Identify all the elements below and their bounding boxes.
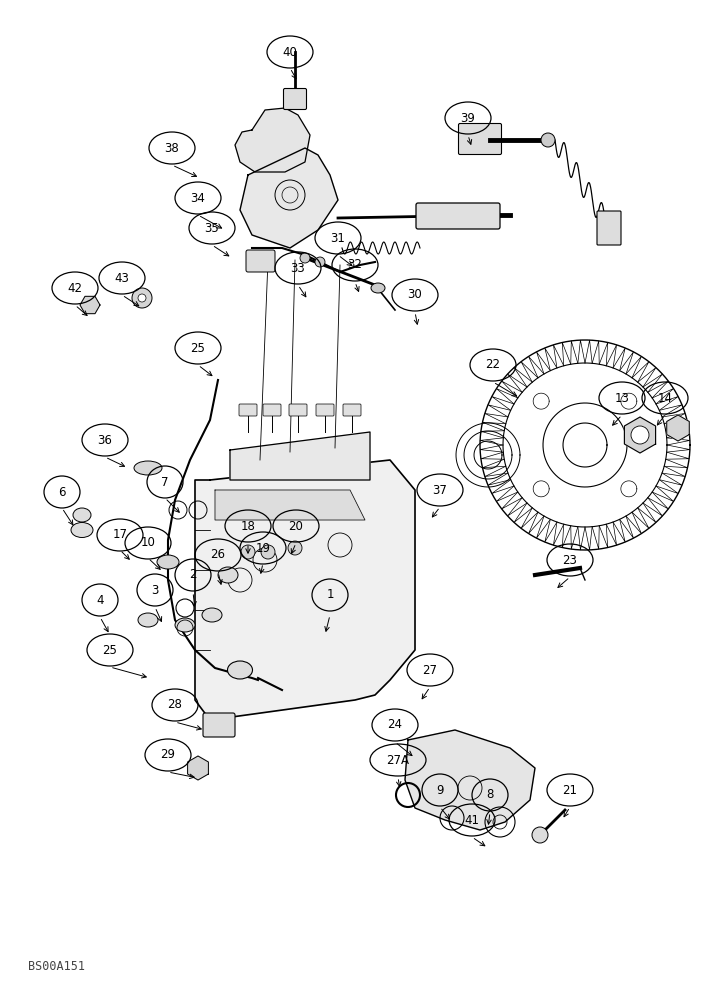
Ellipse shape — [175, 618, 195, 632]
Text: 37: 37 — [433, 484, 447, 496]
FancyBboxPatch shape — [416, 203, 500, 229]
Text: 8: 8 — [486, 788, 493, 802]
Text: 30: 30 — [408, 288, 423, 302]
Text: 10: 10 — [141, 536, 156, 550]
Polygon shape — [230, 432, 370, 480]
Text: 27: 27 — [423, 664, 438, 676]
Text: 2: 2 — [189, 568, 197, 582]
Text: 32: 32 — [348, 258, 362, 271]
Text: 38: 38 — [165, 141, 179, 154]
Circle shape — [532, 827, 548, 843]
Polygon shape — [405, 730, 535, 830]
Ellipse shape — [73, 508, 91, 522]
Text: 19: 19 — [256, 542, 270, 554]
Polygon shape — [667, 415, 690, 441]
Text: 3: 3 — [152, 584, 159, 596]
Ellipse shape — [157, 555, 179, 569]
FancyBboxPatch shape — [597, 211, 621, 245]
Text: 34: 34 — [190, 192, 205, 205]
FancyBboxPatch shape — [203, 713, 235, 737]
Circle shape — [288, 541, 302, 555]
Text: 25: 25 — [103, 644, 118, 656]
Circle shape — [261, 545, 275, 559]
Ellipse shape — [71, 522, 93, 538]
Text: 23: 23 — [563, 554, 578, 566]
Polygon shape — [188, 756, 208, 780]
Text: 36: 36 — [98, 434, 113, 446]
Text: 28: 28 — [168, 698, 183, 712]
Ellipse shape — [300, 253, 310, 263]
Text: 22: 22 — [486, 359, 501, 371]
Text: 14: 14 — [658, 391, 673, 404]
Text: 43: 43 — [115, 271, 130, 284]
Text: 31: 31 — [331, 232, 346, 244]
Text: 9: 9 — [436, 784, 444, 796]
Ellipse shape — [218, 567, 238, 583]
Circle shape — [241, 545, 255, 559]
Text: 1: 1 — [326, 588, 333, 601]
Circle shape — [631, 426, 649, 444]
Polygon shape — [215, 490, 365, 520]
Polygon shape — [235, 108, 310, 172]
Polygon shape — [240, 148, 338, 248]
FancyBboxPatch shape — [283, 89, 307, 109]
Text: 35: 35 — [205, 222, 219, 234]
FancyBboxPatch shape — [289, 404, 307, 416]
Text: 42: 42 — [67, 282, 83, 294]
FancyBboxPatch shape — [263, 404, 281, 416]
Polygon shape — [195, 460, 415, 720]
FancyBboxPatch shape — [239, 404, 257, 416]
Text: 17: 17 — [113, 528, 127, 542]
Text: 39: 39 — [461, 111, 476, 124]
Ellipse shape — [134, 461, 162, 475]
FancyBboxPatch shape — [246, 250, 275, 272]
Circle shape — [138, 294, 146, 302]
Text: 6: 6 — [58, 486, 66, 498]
Text: 27A: 27A — [387, 754, 409, 766]
Text: 41: 41 — [464, 814, 479, 826]
Text: 7: 7 — [161, 476, 169, 488]
Ellipse shape — [227, 661, 253, 679]
Text: 20: 20 — [289, 520, 304, 532]
Text: 4: 4 — [96, 593, 104, 606]
Text: BS00A151: BS00A151 — [28, 960, 85, 973]
Text: 26: 26 — [210, 548, 226, 562]
FancyBboxPatch shape — [459, 123, 501, 154]
Ellipse shape — [315, 257, 325, 267]
Ellipse shape — [138, 613, 158, 627]
Polygon shape — [80, 296, 100, 314]
FancyBboxPatch shape — [316, 404, 334, 416]
Text: 25: 25 — [190, 342, 205, 355]
Text: 33: 33 — [290, 261, 305, 274]
Text: 13: 13 — [615, 391, 629, 404]
Circle shape — [132, 288, 152, 308]
Text: 21: 21 — [562, 784, 578, 796]
Ellipse shape — [202, 608, 222, 622]
Text: 40: 40 — [282, 45, 297, 58]
FancyBboxPatch shape — [343, 404, 361, 416]
Ellipse shape — [371, 283, 385, 293]
Text: 29: 29 — [161, 748, 176, 762]
Text: 18: 18 — [241, 520, 256, 532]
Polygon shape — [624, 417, 656, 453]
Text: 24: 24 — [387, 718, 403, 732]
Circle shape — [541, 133, 555, 147]
